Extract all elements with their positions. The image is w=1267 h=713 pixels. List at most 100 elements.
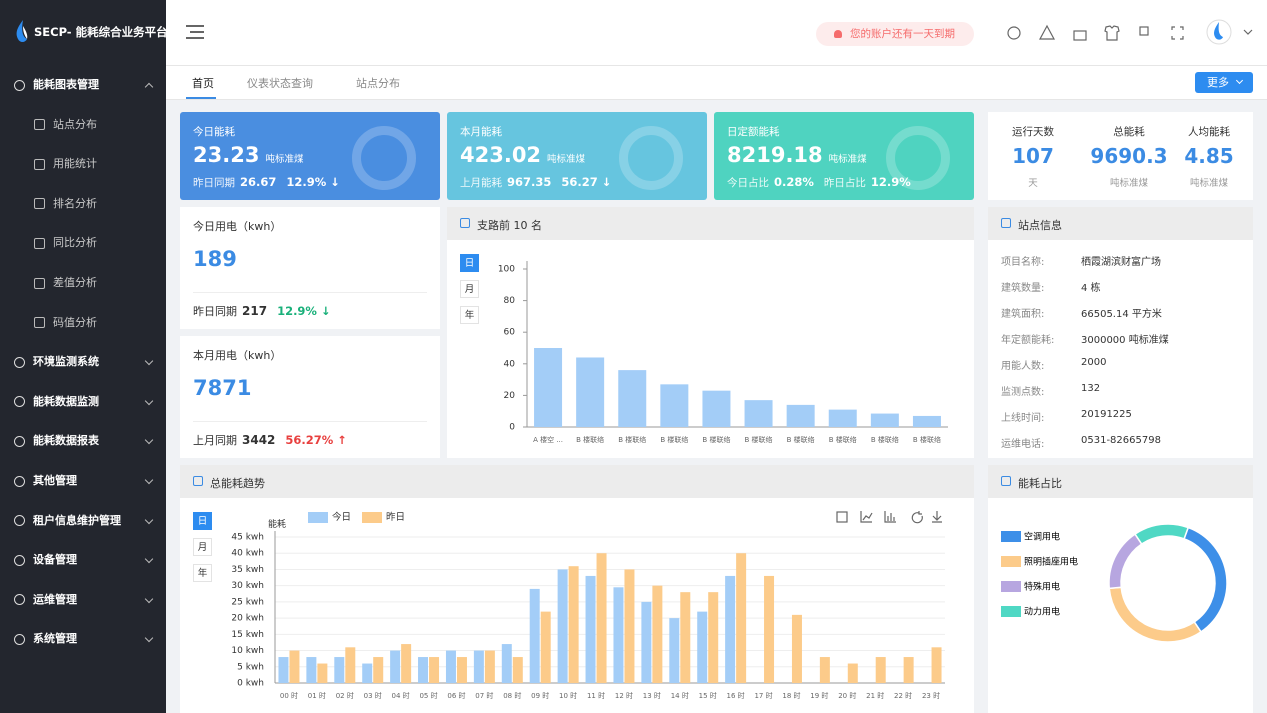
menu-item[interactable]: 系统管理	[14, 627, 156, 651]
donut-slice[interactable]	[1108, 533, 1143, 590]
energy-card: 本月能耗 423.02 吨标准煤 上月能耗 967.35 56.27 ↓	[447, 112, 707, 200]
menu-label: 系统管理	[33, 632, 77, 646]
power-title: 今日用电（kwh）	[193, 220, 282, 233]
menu-chevron	[144, 515, 154, 524]
icon-theme[interactable]	[1104, 25, 1120, 41]
submenu-item[interactable]: 用能统计	[34, 152, 154, 176]
bar	[786, 404, 815, 427]
stat-value: 9690.3	[1090, 144, 1168, 168]
submenu-item[interactable]: 站点分布	[34, 113, 154, 137]
period-button[interactable]: 月	[460, 280, 479, 298]
bar	[744, 400, 773, 427]
stat-label: 人均能耗	[1188, 126, 1230, 138]
icon-lock[interactable]	[1073, 30, 1087, 41]
menu-item[interactable]: 其他管理	[14, 469, 156, 493]
tool-line[interactable]	[860, 511, 873, 523]
bar	[534, 348, 563, 427]
x-tick-label: B 楼联络	[660, 435, 688, 444]
period-button[interactable]: 日	[193, 512, 212, 530]
x-tick-label: A 楼空 ...	[533, 435, 563, 444]
bar	[828, 409, 857, 427]
menu-icon	[14, 633, 25, 645]
tab-label: 首页	[192, 77, 214, 90]
more-button[interactable]: 更多	[1195, 72, 1253, 93]
submenu-icon	[34, 317, 45, 329]
submenu-item[interactable]: 同比分析	[34, 231, 154, 255]
foot-label: 昨日同期	[193, 177, 235, 189]
x-tick-label: B 楼联络	[871, 435, 899, 444]
foot-value: 967.35	[507, 175, 552, 189]
icon-alert[interactable]	[1038, 24, 1056, 40]
icon-translate[interactable]	[1139, 26, 1149, 36]
icon-fullscreen[interactable]	[1171, 26, 1184, 40]
expiry-notice[interactable]: 您的账户还有一天到期	[816, 22, 974, 46]
bar	[660, 384, 689, 427]
user-avatar[interactable]	[1206, 18, 1266, 46]
stat: 运行天数 107 天	[989, 112, 1077, 200]
submenu-item[interactable]: 差值分析	[34, 271, 154, 295]
period-button[interactable]: 年	[460, 306, 479, 324]
submenu-item[interactable]: 码值分析	[34, 311, 154, 335]
panel-header: 能耗占比	[988, 465, 1253, 498]
tool-bar[interactable]	[884, 511, 896, 523]
bar	[401, 644, 412, 683]
bar	[641, 601, 652, 683]
foot-value: 12.9% ↓	[286, 175, 340, 189]
x-tick-label: 20 时	[838, 691, 856, 700]
period-button[interactable]: 日	[460, 254, 479, 272]
tab[interactable]: 首页	[192, 75, 214, 91]
card-title: 今日能耗	[193, 126, 235, 138]
menu-icon	[14, 79, 25, 91]
logo-icon	[16, 20, 28, 42]
menu-item[interactable]: 运维管理	[14, 588, 156, 612]
tab[interactable]: 仪表状态查询	[247, 75, 316, 91]
menu-item[interactable]: 能耗图表管理	[14, 73, 156, 97]
bar	[576, 357, 605, 427]
power-value: 7871	[193, 376, 252, 400]
bar	[875, 657, 886, 683]
menu-item[interactable]: 环境监测系统	[14, 350, 156, 374]
menu-icon	[14, 475, 25, 487]
menu-toggle[interactable]	[186, 25, 204, 41]
icon-dashboard[interactable]	[1007, 26, 1021, 40]
compare-value: 217	[242, 304, 268, 318]
foot-label: 昨日占比	[823, 177, 866, 189]
menu-icon	[14, 554, 25, 566]
field-value: 4 栋	[1081, 283, 1101, 294]
menu-item[interactable]: 设备管理	[14, 548, 156, 572]
menu-item[interactable]: 租户信息维护管理	[14, 509, 156, 533]
donut-slice[interactable]	[1183, 526, 1228, 633]
tool-restore[interactable]	[911, 511, 923, 524]
card-foot: 今日占比 0.28% 昨日占比 12.9%	[727, 175, 921, 190]
y-axis-label: 能耗	[268, 520, 287, 530]
x-tick-label: B 楼联络	[702, 435, 730, 444]
legend-item[interactable]: 今日	[308, 512, 351, 523]
period-button[interactable]: 月	[193, 538, 212, 556]
bar	[418, 657, 429, 683]
submenu-item[interactable]: 排名分析	[34, 192, 154, 216]
bar	[445, 650, 456, 683]
y-tick-label: 40	[504, 359, 516, 369]
y-tick-label: 0 kwh	[237, 679, 264, 689]
x-tick-label: B 楼联络	[618, 435, 646, 444]
period-button[interactable]: 年	[193, 564, 212, 582]
bar	[373, 657, 384, 683]
stat-value: 107	[1012, 144, 1054, 168]
y-tick-label: 35 kwh	[231, 565, 264, 575]
x-tick-label: B 楼联络	[576, 435, 604, 444]
x-tick-label: B 楼联络	[913, 435, 941, 444]
menu-item[interactable]: 能耗数据监测	[14, 390, 156, 414]
legend-label: 昨日	[386, 512, 406, 523]
x-tick-label: 06 时	[447, 691, 465, 700]
legend-label: 今日	[332, 512, 352, 523]
tab[interactable]: 站点分布	[356, 75, 403, 91]
compare-change: 56.27% ↑	[285, 433, 347, 447]
legend-swatch	[1001, 606, 1021, 617]
menu-item[interactable]: 能耗数据报表	[14, 429, 156, 453]
legend-item[interactable]: 昨日	[362, 512, 405, 523]
tool-download[interactable]	[932, 511, 942, 523]
x-tick-label: B 楼联络	[745, 435, 773, 444]
donut-slice[interactable]	[1108, 586, 1203, 643]
donut-slice[interactable]	[1133, 523, 1190, 546]
tool-data-view[interactable]	[836, 511, 848, 523]
